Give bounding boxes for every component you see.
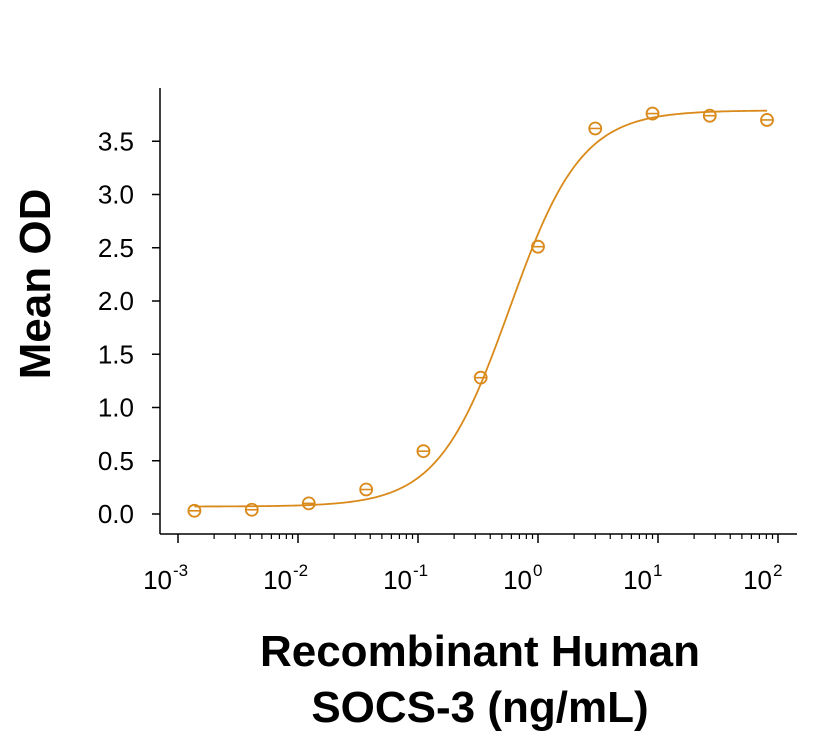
x-tick-label: 10 -3 — [143, 561, 188, 595]
x-tick-exponent: -1 — [413, 561, 428, 580]
point-marker — [244, 502, 259, 517]
data-point — [301, 496, 316, 511]
y-tick-label: 2.5 — [98, 233, 134, 263]
x-tick-label: 10 1 — [623, 561, 662, 595]
point-marker — [760, 113, 774, 127]
y-tick-label: 2.0 — [98, 286, 134, 316]
x-tick-base: 10 — [503, 565, 532, 595]
data-point — [645, 106, 660, 121]
x-tick-base: 10 — [263, 565, 292, 595]
x-tick-label: 10 -2 — [263, 561, 308, 595]
y-tick-label: 1.0 — [98, 393, 134, 423]
x-tick-base: 10 — [743, 565, 772, 595]
data-point — [760, 113, 774, 127]
point-marker — [473, 370, 488, 385]
data-point — [187, 503, 202, 518]
x-tick-exponent: 1 — [653, 561, 662, 580]
point-marker — [187, 503, 202, 518]
x-axis-title-line1: Recombinant Human — [260, 627, 700, 676]
x-tick-exponent: -3 — [173, 561, 188, 580]
y-axis-title: Mean OD — [11, 189, 60, 380]
axes: 0.00.51.01.52.02.53.03.510 -3 10 -2 10 -1 10 0 1… — [98, 88, 797, 595]
data-point — [416, 444, 431, 459]
data-point — [473, 370, 488, 385]
x-axis-title-line2: SOCS-3 (ng/mL) — [311, 683, 648, 732]
fit-curve-layer — [194, 109, 768, 508]
data-point — [588, 121, 603, 136]
data-point — [531, 239, 545, 254]
x-tick-label: 10 0 — [503, 561, 542, 595]
y-tick-label: 0.5 — [98, 446, 134, 476]
data-point — [702, 108, 717, 123]
point-marker — [301, 496, 316, 511]
x-tick-exponent: 2 — [773, 561, 782, 580]
data-point — [359, 482, 374, 497]
x-tick-exponent: 0 — [533, 561, 542, 580]
x-tick-base: 10 — [143, 565, 172, 595]
point-marker — [359, 482, 374, 497]
x-tick-exponent: -2 — [293, 561, 308, 580]
y-tick-label: 1.5 — [98, 339, 134, 369]
y-tick-label: 3.5 — [98, 126, 134, 156]
point-marker — [702, 108, 717, 123]
point-marker — [416, 444, 431, 459]
x-tick-label: 10 -1 — [383, 561, 428, 595]
point-marker — [531, 239, 545, 254]
y-tick-label: 3.0 — [98, 180, 134, 210]
point-marker — [645, 106, 660, 121]
y-tick-label: 0.0 — [98, 499, 134, 529]
data-points-layer — [187, 106, 774, 518]
point-marker — [588, 121, 603, 136]
x-tick-base: 10 — [623, 565, 652, 595]
x-tick-label: 10 2 — [743, 561, 782, 595]
data-point — [244, 502, 259, 517]
x-tick-base: 10 — [383, 565, 412, 595]
fit-curve — [194, 109, 768, 508]
